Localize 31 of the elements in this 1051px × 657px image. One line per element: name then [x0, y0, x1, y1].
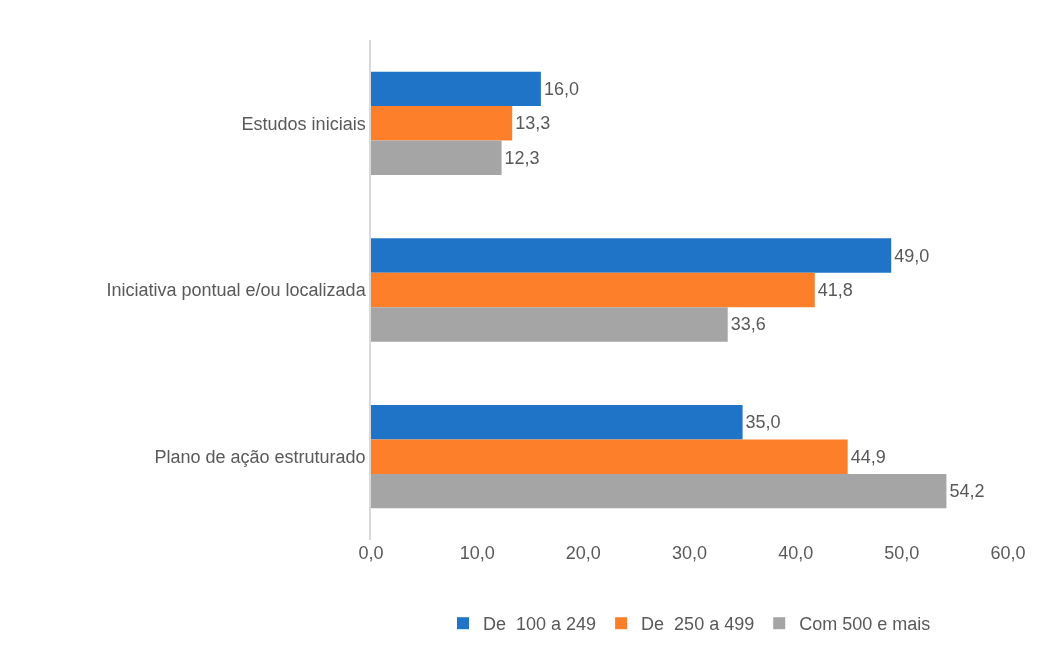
y-tick-label: Plano de ação estruturado	[154, 446, 366, 467]
bar	[371, 71, 541, 107]
x-tick-label: 0,0	[358, 543, 384, 563]
bar	[371, 238, 892, 273]
bar	[371, 405, 743, 440]
data-label: 49,0	[894, 245, 930, 266]
bar	[371, 140, 502, 175]
legend-label: Com 500 e mais	[799, 614, 931, 635]
data-label: 44,9	[850, 446, 886, 467]
legend-label: De 100 a 249	[483, 614, 597, 635]
data-label: 13,3	[515, 113, 551, 134]
x-tick-label: 20,0	[565, 543, 601, 563]
y-tick-label: Estudos iniciais	[241, 113, 366, 134]
data-label: 41,8	[817, 280, 853, 300]
data-label: 35,0	[745, 412, 781, 433]
x-tick-label: 10,0	[459, 543, 495, 563]
bar	[371, 473, 947, 509]
x-tick-label: 30,0	[671, 543, 708, 563]
bar	[371, 106, 513, 141]
data-label: 54,2	[949, 481, 985, 502]
y-tick-label: Iniciativa pontual e/ou localizada	[106, 280, 367, 301]
x-tick-label: 50,0	[884, 543, 920, 563]
bar	[371, 439, 848, 474]
x-tick-label: 40,0	[778, 543, 814, 563]
bar	[371, 307, 728, 342]
data-label: 33,6	[730, 314, 766, 335]
x-tick-label: 60,0	[990, 543, 1026, 563]
data-label: 12,3	[504, 147, 540, 168]
legend-label: De 250 a 499	[641, 614, 755, 635]
data-label: 16,0	[543, 78, 579, 99]
bar	[371, 272, 815, 308]
